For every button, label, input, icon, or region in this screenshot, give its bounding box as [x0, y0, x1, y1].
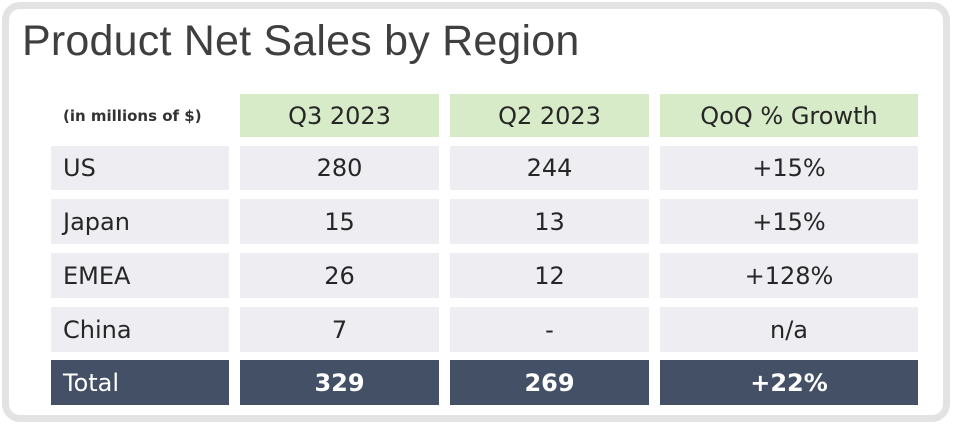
cell-us-q2: 244 [450, 146, 649, 190]
cell-china-growth: n/a [660, 307, 918, 352]
total-growth: +22% [660, 360, 918, 405]
column-header-q3-2023: Q3 2023 [240, 94, 439, 137]
total-label: Total [51, 360, 229, 405]
page-title: Product Net Sales by Region [22, 17, 580, 65]
total-q2: 269 [450, 360, 649, 405]
unit-label: (in millions of $) [63, 106, 202, 125]
cell-us-q3: 280 [240, 146, 439, 190]
column-header-qoq-growth: QoQ % Growth [660, 94, 918, 137]
cell-us-growth: +15% [660, 146, 918, 190]
cell-emea-q3: 26 [240, 253, 439, 298]
cell-japan-q3: 15 [240, 199, 439, 244]
cell-emea-q2: 12 [450, 253, 649, 298]
column-header-q2-2023: Q2 2023 [450, 94, 649, 137]
row-label-japan: Japan [51, 199, 229, 244]
cell-emea-growth: +128% [660, 253, 918, 298]
row-label-emea: EMEA [51, 253, 229, 298]
total-q3: 329 [240, 360, 439, 405]
row-label-us: US [51, 146, 229, 190]
cell-china-q3: 7 [240, 307, 439, 352]
cell-japan-growth: +15% [660, 199, 918, 244]
cell-japan-q2: 13 [450, 199, 649, 244]
cell-china-q2: - [450, 307, 649, 352]
row-label-china: China [51, 307, 229, 352]
